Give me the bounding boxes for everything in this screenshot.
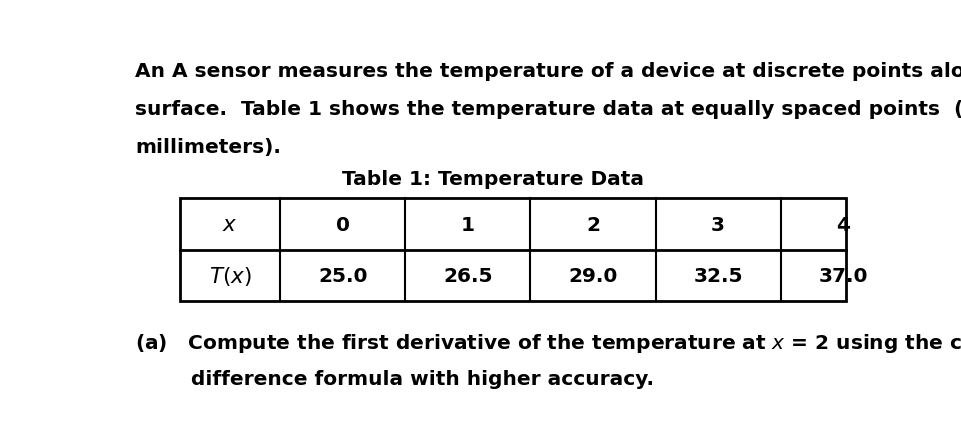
Text: 29.0: 29.0 (568, 267, 618, 286)
Text: 1: 1 (461, 215, 475, 234)
Text: 26.5: 26.5 (443, 267, 493, 286)
Text: difference formula with higher accuracy.: difference formula with higher accuracy. (135, 369, 654, 388)
Text: 32.5: 32.5 (694, 267, 743, 286)
Text: 3: 3 (711, 215, 726, 234)
Text: An A sensor measures the temperature of a device at discrete points along its: An A sensor measures the temperature of … (135, 61, 961, 80)
Text: Table 1: Temperature Data: Table 1: Temperature Data (341, 170, 644, 189)
Text: $\mathbf{\mathit{T}}$$(x)$: $\mathbf{\mathit{T}}$$(x)$ (209, 264, 252, 287)
Text: 25.0: 25.0 (318, 267, 367, 286)
Text: 0: 0 (335, 215, 350, 234)
Text: $\mathit{x}$: $\mathit{x}$ (222, 215, 237, 235)
Text: (a)   Compute the first derivative of the temperature at $\mathit{x}$ = 2 using : (a) Compute the first derivative of the … (135, 332, 961, 354)
Text: 2: 2 (586, 215, 600, 234)
Text: millimeters).: millimeters). (135, 138, 281, 157)
Bar (180, 199, 847, 301)
Text: 4: 4 (836, 215, 850, 234)
Text: 37.0: 37.0 (819, 267, 868, 286)
Text: surface.  Table 1 shows the temperature data at equally spaced points  (in: surface. Table 1 shows the temperature d… (135, 100, 961, 119)
